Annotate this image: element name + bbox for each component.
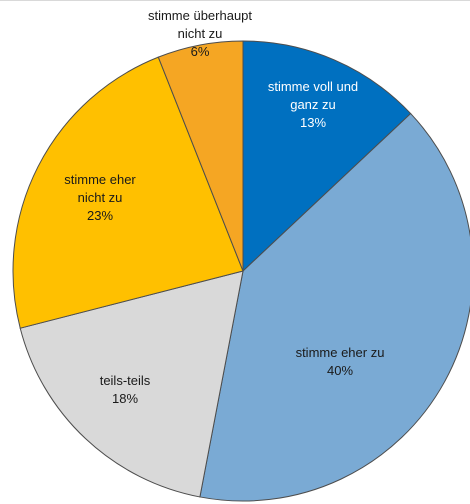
slice-label-5: stimme überhaupt nicht zu 6% [148, 8, 252, 59]
slice-value-label: 6% [191, 44, 210, 59]
slice-category-label: ganz zu [290, 97, 336, 112]
slice-category-label: stimme eher zu [296, 345, 385, 360]
pie-slice-2 [199, 112, 470, 502]
pie-slice-3 [19, 270, 244, 498]
slice-category-label: stimme voll und [268, 79, 358, 94]
slice-category-label: nicht zu [78, 190, 123, 205]
slice-value-label: 23% [87, 208, 113, 223]
slice-labels: stimme voll und ganz zu 13% stimme eher zu 4… [64, 8, 384, 406]
pie-slice-4 [12, 56, 244, 329]
slice-value-label: 18% [112, 391, 138, 406]
pie-slices [12, 40, 470, 502]
pie-slice-5 [157, 40, 244, 272]
slice-label-3: teils-teils 18% [100, 373, 151, 406]
slice-category-label: teils-teils [100, 373, 151, 388]
top-rule [0, 0, 470, 1]
slice-label-4: stimme eher nicht zu 23% [64, 172, 136, 223]
slice-category-label: nicht zu [178, 26, 223, 41]
pie-slice-1 [242, 40, 412, 273]
slice-label-2: stimme eher zu 40% [296, 345, 385, 378]
slice-label-1: stimme voll und ganz zu 13% [268, 79, 358, 130]
slice-category-label: stimme überhaupt [148, 8, 252, 23]
slice-value-label: 13% [300, 115, 326, 130]
slice-value-label: 40% [327, 363, 353, 378]
slice-category-label: stimme eher [64, 172, 136, 187]
